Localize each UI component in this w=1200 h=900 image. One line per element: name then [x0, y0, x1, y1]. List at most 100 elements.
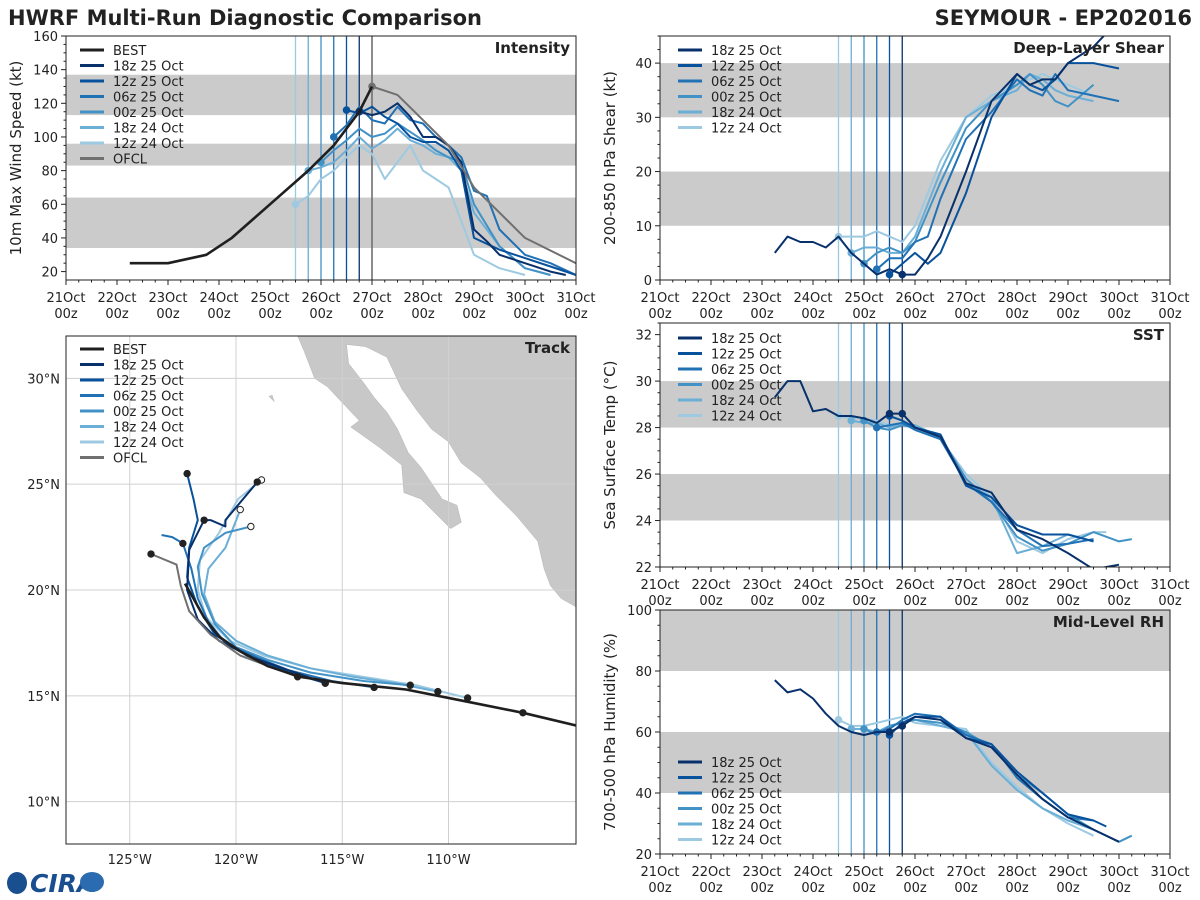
cira-globe-icon — [7, 872, 27, 894]
x-tick-label-time: 00z — [105, 307, 129, 322]
series-line-18z-25-oct — [774, 36, 1106, 276]
x-tick-label-time: 00z — [801, 594, 825, 609]
noaa-seal-icon — [80, 872, 104, 892]
x-tick-label: 24Oct — [793, 865, 832, 880]
y-tick-label: 15°N — [27, 690, 60, 705]
series-line-06z-25-oct — [876, 73, 1120, 270]
x-tick-label: 30Oct — [1099, 865, 1138, 880]
x-tick-label: 21Oct — [640, 291, 679, 306]
y-tick-label: 0 — [644, 274, 652, 289]
series-marker-18z-25-oct — [898, 270, 907, 279]
legend-label-best: BEST — [113, 343, 146, 358]
y-tick-label: 24 — [635, 515, 652, 530]
legend-label-06z-25-oct: 06z 25 Oct — [711, 363, 782, 378]
series-line-12z-24-oct — [196, 479, 468, 699]
x-tick-label: 125°W — [108, 853, 152, 868]
y-tick-label: 40 — [635, 57, 652, 72]
series-marker-18z-24-oct — [847, 416, 856, 425]
series-marker-12z-25-oct — [342, 106, 351, 114]
x-tick-label-time: 00z — [207, 307, 231, 322]
y-tick-label: 25°N — [27, 478, 60, 493]
series-line-18z-25-oct — [774, 679, 1120, 843]
series-line-18z-24-oct — [850, 73, 1094, 254]
x-tick-label-time: 00z — [648, 881, 672, 896]
panel-title: Deep-Layer Shear — [1013, 39, 1164, 57]
legend-label-ofcl: OFCL — [113, 153, 148, 168]
plot-area — [660, 36, 1170, 280]
series-marker-06z-25-oct — [179, 539, 187, 548]
x-tick-label-time: 00z — [954, 307, 978, 322]
rh-panel: 21Oct00z22Oct00z23Oct00z24Oct00z25Oct00z… — [601, 604, 1190, 896]
x-tick-label-time: 00z — [1005, 307, 1029, 322]
y-tick-label: 30 — [635, 375, 652, 390]
plot-area — [66, 36, 576, 280]
legend-label-18z-25-oct: 18z 25 Oct — [113, 359, 184, 374]
series-marker-12z-24-oct — [291, 200, 300, 209]
x-tick-label: 29Oct — [1048, 578, 1087, 593]
legend-label-18z-25-oct: 18z 25 Oct — [711, 756, 782, 771]
series-marker-18z-24-oct — [434, 687, 442, 696]
threshold-band — [660, 474, 1170, 521]
x-tick-label-time: 00z — [1107, 881, 1131, 896]
legend-label-18z-24-oct: 18z 24 Oct — [711, 394, 782, 409]
x-tick-label-time: 00z — [750, 881, 774, 896]
legend-label-18z-24-oct: 18z 24 Oct — [113, 421, 184, 436]
x-tick-label-time: 00z — [1005, 881, 1029, 896]
legend-label-12z-24-oct: 12z 24 Oct — [113, 436, 184, 451]
x-tick-label: 31Oct — [1150, 578, 1189, 593]
legend-label-06z-25-oct: 06z 25 Oct — [711, 787, 782, 802]
legend-label-18z-25-oct: 18z 25 Oct — [113, 60, 184, 75]
sst-panel: 21Oct00z22Oct00z23Oct00z24Oct00z25Oct00z… — [601, 322, 1190, 609]
x-tick-label: 24Oct — [199, 291, 238, 306]
plot-area — [660, 323, 1170, 567]
x-tick-label: 31Oct — [556, 291, 595, 306]
x-tick-label: 110°W — [426, 853, 470, 868]
threshold-band — [660, 610, 1170, 671]
legend-label-00z-25-oct: 00z 25 Oct — [711, 803, 782, 818]
x-tick-label: 23Oct — [742, 865, 781, 880]
x-tick-label: 27Oct — [946, 291, 985, 306]
x-tick-label: 26Oct — [895, 865, 934, 880]
x-tick-label: 30Oct — [505, 291, 544, 306]
map-land — [297, 336, 576, 608]
x-tick-label-time: 00z — [462, 307, 486, 322]
x-tick-label-time: 00z — [648, 307, 672, 322]
x-tick-label: 25Oct — [844, 291, 883, 306]
x-tick-label: 31Oct — [1150, 865, 1189, 880]
series-marker-12z-25-oct — [183, 469, 191, 478]
series-line-00z-25-oct — [863, 73, 1095, 265]
legend-label-18z-24-oct: 18z 24 Oct — [711, 106, 782, 121]
series-marker-18z-25-oct — [898, 722, 907, 730]
series-line-18z-25-oct — [774, 380, 1120, 567]
series-line-12z-24-oct — [838, 73, 1094, 243]
x-tick-label: 30Oct — [1099, 578, 1138, 593]
x-tick-label-time: 00z — [258, 307, 282, 322]
legend-label-00z-25-oct: 00z 25 Oct — [113, 106, 184, 121]
series-marker-12z-24-oct — [834, 716, 843, 724]
y-tick-label: 100 — [33, 131, 58, 146]
x-tick-label: 120°W — [214, 853, 258, 868]
y-tick-label: 20 — [41, 266, 58, 281]
series-marker-12z-25-oct — [885, 270, 894, 279]
y-tick-label: 100 — [627, 604, 652, 619]
series-marker-06z-25-oct — [872, 265, 881, 273]
x-tick-label: 23Oct — [148, 291, 187, 306]
x-tick-label: 25Oct — [844, 578, 883, 593]
x-tick-label: 25Oct — [844, 865, 883, 880]
legend-label-18z-25-oct: 18z 25 Oct — [711, 44, 782, 59]
x-tick-label-time: 00z — [699, 307, 723, 322]
y-axis-label: 700-500 hPa Humidity (%) — [601, 633, 619, 831]
plot-frame — [65, 335, 577, 845]
y-tick-label: 80 — [635, 665, 652, 680]
x-tick-label: 24Oct — [793, 291, 832, 306]
series-line-18z-24-oct — [203, 509, 439, 693]
y-axis-label: 10m Max Wind Speed (kt) — [7, 61, 25, 256]
x-tick-label-time: 00z — [1107, 594, 1131, 609]
x-tick-label: 22Oct — [691, 578, 730, 593]
threshold-band — [660, 171, 1170, 226]
x-tick-label-time: 00z — [801, 881, 825, 896]
track-panel: 125°W 120°W 115°W 110°W 10°N 15°N 20°N 25°N 30°N… — [27, 335, 577, 868]
series-marker-18z-25-oct — [200, 516, 208, 524]
panel-title: Mid-Level RH — [1053, 613, 1164, 631]
x-tick-label: 27Oct — [946, 578, 985, 593]
